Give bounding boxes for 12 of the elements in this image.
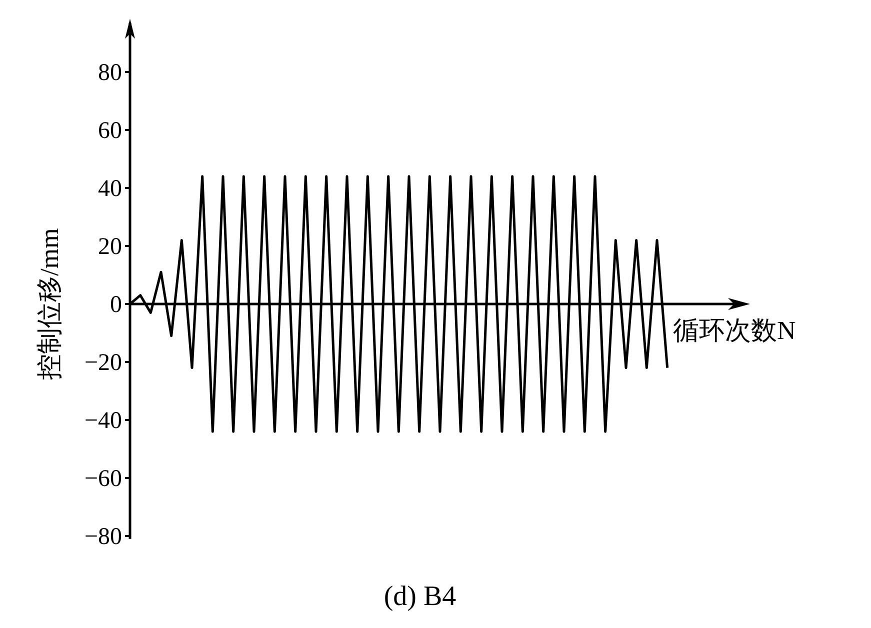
y-tick-label: 0: [110, 292, 122, 318]
y-axis-title: 控制位移/mm: [35, 228, 64, 380]
y-tick-label: 60: [98, 118, 122, 144]
y-tick-label: −40: [84, 408, 122, 434]
y-tick-label: 80: [98, 60, 122, 86]
y-tick-label: 40: [98, 176, 122, 202]
y-tick-label: −20: [84, 350, 122, 376]
y-tick-label: −80: [84, 524, 122, 550]
x-axis-title: 循环次数N: [673, 316, 796, 345]
text: (d) B4: [384, 581, 456, 612]
y-tick-label: −60: [84, 466, 122, 492]
y-tick-label: 20: [98, 234, 122, 260]
